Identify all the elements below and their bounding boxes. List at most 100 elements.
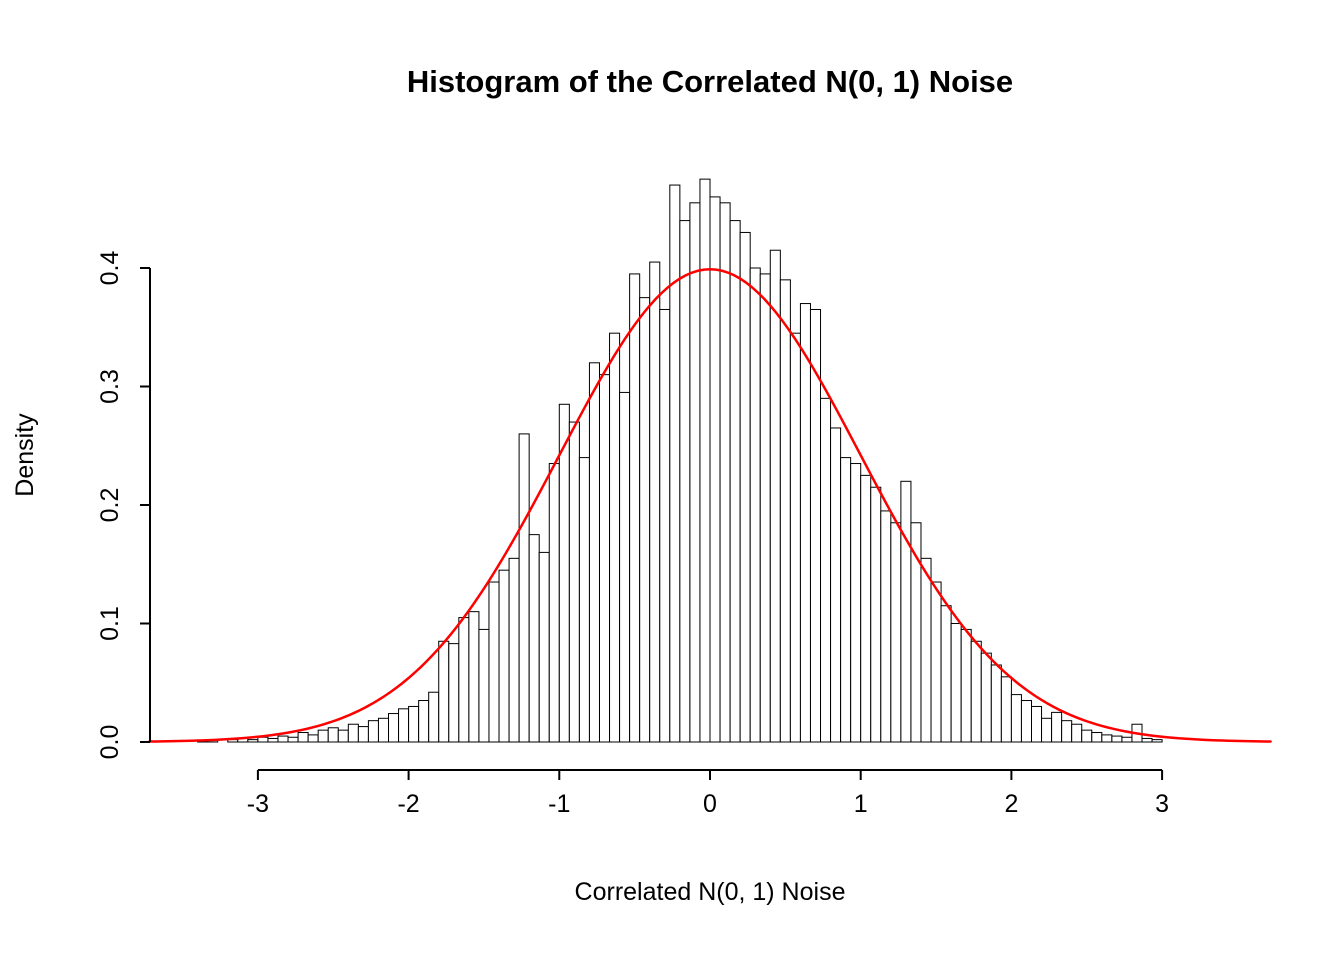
histogram-bar [789,332,801,743]
histogram-bar [990,664,1002,743]
x-tick-label: 0 [703,790,717,818]
histogram-bar [498,569,510,743]
histogram-bar [890,522,902,743]
histogram-bar [1000,676,1012,743]
histogram-bar [840,457,852,743]
histogram-bar [297,732,309,743]
y-tick-label: 0.0 [96,725,124,760]
histogram-bar [729,220,741,743]
histogram-bar [779,279,791,743]
x-tick-label: 2 [1004,790,1018,818]
histogram-bar [568,421,580,743]
histogram-bar [307,734,319,743]
histogram-bar [980,652,992,743]
histogram-bar [920,557,932,743]
y-axis: 0.0 0.1 0.2 0.3 0.4 [96,251,151,760]
histogram-bar [518,433,530,743]
x-tick-label: -2 [397,790,419,818]
histogram-bar [629,273,641,743]
x-tick-label: 3 [1155,790,1169,818]
histogram-bar [900,480,912,743]
histogram-bar [1091,732,1103,743]
histogram-bar [880,510,892,743]
histogram-bar [749,267,761,743]
histogram-bar [468,611,480,743]
histogram-bar [578,457,590,743]
histogram-bar [347,723,359,743]
histogram-bar [548,463,560,743]
histogram-bar [478,628,490,743]
histogram-bar [1111,735,1123,743]
histogram-bar [1020,700,1033,743]
histogram-bar [398,708,410,743]
histogram-bar [538,551,550,743]
x-tick-label: -3 [247,790,269,818]
histogram-bar [759,273,771,743]
y-axis-label: Density [11,413,39,497]
histogram-bar [357,726,369,743]
x-tick-label: 1 [854,790,868,818]
histogram-bar [528,534,540,743]
histogram-bar [639,297,651,743]
histogram-bar [940,605,952,743]
histogram-bar [830,427,842,743]
histogram-bar [267,737,279,743]
histogram-bar [1071,723,1083,743]
histogram-bar [438,640,450,743]
histogram-bar [598,374,611,743]
histogram-bar [1081,729,1093,743]
histogram-bar [448,643,460,743]
histogram-bar [960,628,972,743]
histogram-bar [388,713,400,743]
histogram-bar [689,202,701,743]
y-tick-label: 0.2 [96,488,124,523]
histogram-bar [820,397,832,743]
histogram-bar [488,581,500,743]
histogram-bar [799,303,811,743]
histogram-bar [850,463,862,743]
x-tick-label: -1 [548,790,570,818]
histogram-bar [1121,736,1133,743]
histogram-bar [930,581,942,743]
histogram-bar [769,249,781,743]
chart-title: Histogram of the Correlated N(0, 1) Nois… [407,64,1013,99]
histogram-bar [860,474,872,743]
histogram-bar [588,362,600,743]
histogram-bar [428,691,440,743]
histogram-bar [1051,711,1063,743]
y-tick-label: 0.3 [96,369,124,404]
histogram-bar [719,202,731,743]
normal-density-curve [148,267,1272,743]
histogram-bar [870,486,882,743]
histogram-bar [287,736,299,743]
histogram-bar [317,729,329,743]
histogram-bar [1010,694,1022,743]
histogram-bar [247,739,259,743]
y-tick-label: 0.4 [96,251,124,286]
histogram-bar [609,332,621,743]
histogram-bar [970,640,982,743]
x-axis-label: Correlated N(0, 1) Noise [575,878,846,906]
histogram-bars [197,178,1163,743]
histogram-bar [709,196,721,743]
histogram-bar [1151,739,1163,743]
histogram-bar [950,623,962,743]
histogram-bar [1141,737,1153,743]
histogram-bar [669,184,681,743]
histogram-bar [327,727,339,743]
histogram-bar [1031,705,1043,743]
histogram-bar [418,700,430,743]
histogram-bar [699,178,711,743]
histogram-bar [619,391,631,743]
histogram-bar [739,231,751,743]
histogram-bar [508,557,520,743]
histogram-bar [408,705,420,743]
histogram-bar [1041,717,1053,743]
histogram-bar [649,261,661,743]
histogram-bar [367,720,379,743]
histogram-bar [1101,734,1113,743]
histogram-bar [337,729,349,743]
histogram-bar [377,717,390,743]
